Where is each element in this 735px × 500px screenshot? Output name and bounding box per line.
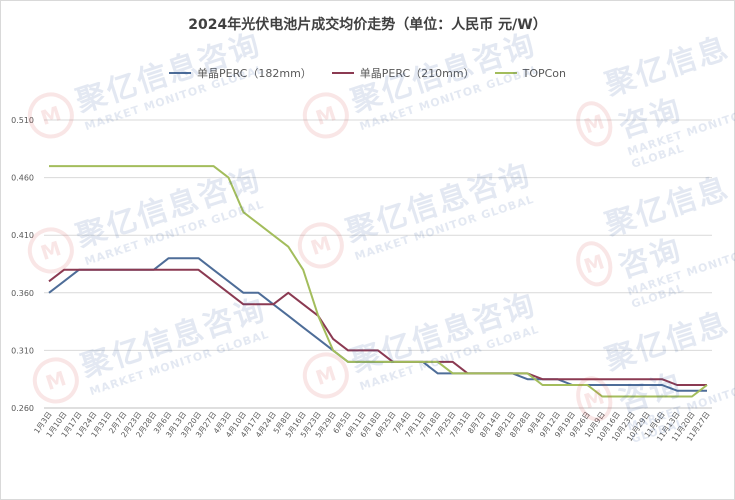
chart-title: 2024年光伏电池片成交均价走势（单位：人民币 元/W） — [188, 17, 547, 33]
legend-label-perc-210: 单晶PERC（210mm） — [359, 67, 475, 80]
y-tick-label: 0.310 — [11, 346, 34, 355]
chart-legend: 单晶PERC（182mm） 单晶PERC（210mm） TOPCon — [0, 65, 735, 81]
y-tick-label: 0.410 — [11, 231, 34, 240]
legend-label-perc-182: 单晶PERC（182mm） — [197, 67, 312, 80]
series-line-2 — [48, 268, 707, 386]
series-line-3 — [49, 165, 708, 398]
legend-item-topcon: TOPCon — [494, 65, 566, 81]
y-tick-label: 0.360 — [11, 289, 34, 298]
legend-item-perc-182: 单晶PERC（182mm） — [169, 65, 312, 81]
y-tick-label: 0.260 — [11, 404, 34, 413]
legend-label-topcon: TOPCon — [522, 66, 566, 80]
legend-item-perc-210: 单晶PERC（210mm） — [331, 65, 475, 81]
legend-swatch-perc-182 — [169, 72, 191, 74]
series-line-1 — [48, 257, 707, 392]
legend-swatch-topcon — [494, 72, 517, 74]
y-tick-label: 0.460 — [11, 174, 34, 183]
y-tick-label: 0.510 — [11, 116, 34, 125]
legend-swatch-perc-210 — [331, 72, 354, 74]
